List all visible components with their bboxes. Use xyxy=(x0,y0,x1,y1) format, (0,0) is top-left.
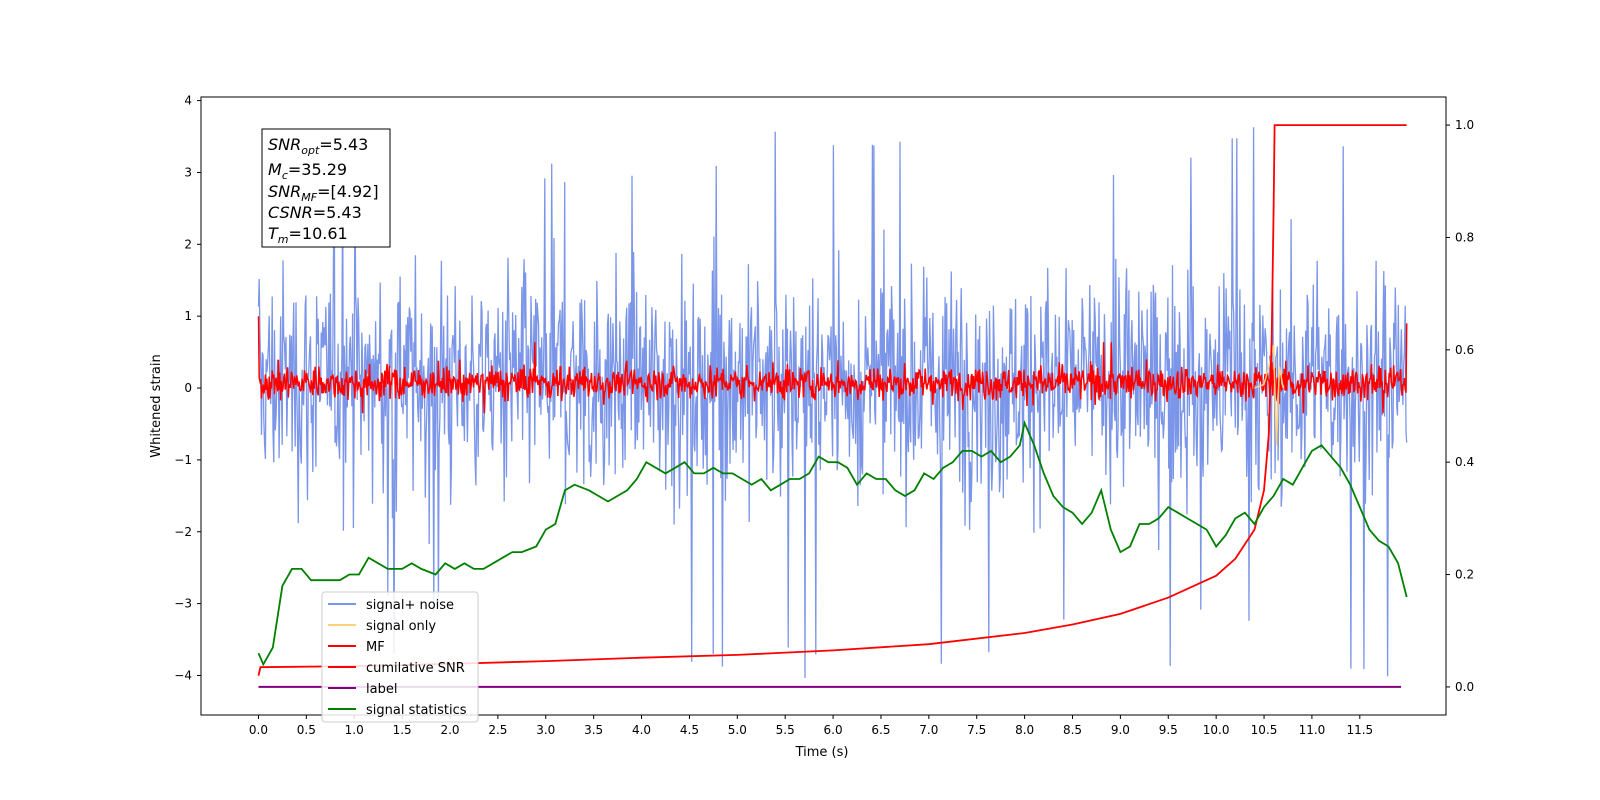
x-axis-label: Time (s) xyxy=(795,745,849,760)
legend-frame xyxy=(321,591,479,723)
x-tick-label: 7.0 xyxy=(919,723,938,737)
y-tick-label-left: −4 xyxy=(174,668,192,682)
x-tick-label: 1.5 xyxy=(393,723,412,737)
y-tick-label-right: 0.8 xyxy=(1455,230,1474,244)
series-mf xyxy=(257,316,1408,414)
series-cumulative-snr xyxy=(257,124,1407,676)
x-tick-label: 11.0 xyxy=(1299,723,1326,737)
y-tick-label-left: 1 xyxy=(184,309,192,323)
x-tick-label: 8.0 xyxy=(1015,723,1034,737)
y-axis-right: 1.0 0.8 0.6 0.4 0.2 0.0 xyxy=(1446,118,1474,694)
x-tick-label: 9.5 xyxy=(1159,723,1178,737)
y-tick-label-right: 0.0 xyxy=(1455,680,1474,694)
x-tick-label: 9.0 xyxy=(1111,723,1130,737)
legend-label-mf: MF xyxy=(366,640,385,655)
legend-label-signal-noise: signal+ noise xyxy=(366,598,454,613)
x-axis: 0.0 0.5 1.0 1.5 2.0 2.5 3.0 3.5 4.0 4.5 5.0 5.5 6.0 6… xyxy=(249,715,1373,737)
y-tick-label-left: −2 xyxy=(174,525,192,539)
y-tick-label-right: 0.6 xyxy=(1455,343,1474,357)
y-tick-label-left: 2 xyxy=(184,237,192,251)
annotation-mc: Mc=35.29 xyxy=(268,160,347,182)
x-tick-label: 2.0 xyxy=(440,723,459,737)
y-tick-label-left: −3 xyxy=(174,597,192,611)
annotation-tm: Tm=10.61 xyxy=(268,224,348,246)
plot-area xyxy=(257,124,1408,688)
x-tick-label: 6.5 xyxy=(871,723,890,737)
plot-frame xyxy=(200,96,1447,716)
x-tick-label: 3.0 xyxy=(536,723,555,737)
x-tick-label: 0.5 xyxy=(297,723,316,737)
y-tick-label-left: −1 xyxy=(174,453,192,467)
annotation-snr-mf: SNRMF=[4.92] xyxy=(268,182,379,204)
x-tick-label: 5.5 xyxy=(776,723,795,737)
legend: signal+ noise signal only MF cumilative … xyxy=(321,591,479,723)
x-tick-label: 4.0 xyxy=(632,723,651,737)
legend-label-label: label xyxy=(366,682,397,697)
x-tick-label: 1.0 xyxy=(345,723,364,737)
x-tick-label: 11.5 xyxy=(1346,723,1373,737)
legend-label-signal-statistics: signal statistics xyxy=(366,703,467,718)
x-tick-label: 8.5 xyxy=(1063,723,1082,737)
annotation-frame xyxy=(261,128,391,248)
series-signal-statistics xyxy=(257,419,1408,667)
y-axis-label: Whitened strain xyxy=(149,354,164,457)
annotation-box: SNRopt=5.43 Mc=35.29 SNRMF=[4.92] CSNR=5… xyxy=(261,128,391,248)
y-tick-label-right: 0.2 xyxy=(1455,568,1474,582)
y-axis-left: 4 3 2 1 0 −1 −2 −3 −4 xyxy=(174,94,201,682)
x-tick-label: 10.5 xyxy=(1251,723,1278,737)
x-tick-label: 10.0 xyxy=(1203,723,1230,737)
legend-label-cumulative-snr: cumilative SNR xyxy=(366,661,465,676)
x-tick-label: 7.5 xyxy=(967,723,986,737)
x-tick-label: 3.5 xyxy=(584,723,603,737)
y-tick-label-left: 0 xyxy=(184,381,192,395)
x-tick-label: 2.5 xyxy=(488,723,507,737)
annotation-csnr: CSNR=5.43 xyxy=(268,203,362,222)
series-signal-only xyxy=(1254,344,1284,446)
x-tick-label: 4.5 xyxy=(680,723,699,737)
x-tick-label: 5.0 xyxy=(728,723,747,737)
series-signal-noise xyxy=(257,127,1408,679)
x-tick-label: 6.0 xyxy=(824,723,843,737)
y-tick-label-right: 0.4 xyxy=(1455,455,1474,469)
x-tick-label: 0.0 xyxy=(249,723,268,737)
y-tick-label-left: 3 xyxy=(184,165,192,179)
legend-label-signal-only: signal only xyxy=(366,619,436,634)
y-tick-label-right: 1.0 xyxy=(1455,118,1474,132)
annotation-snr-opt: SNRopt=5.43 xyxy=(268,135,368,157)
y-tick-label-left: 4 xyxy=(184,94,192,108)
